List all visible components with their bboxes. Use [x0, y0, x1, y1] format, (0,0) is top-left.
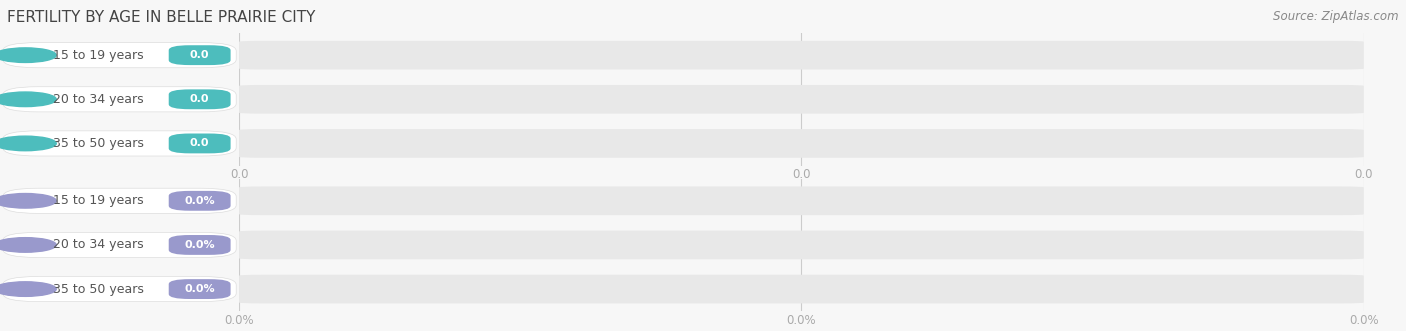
FancyBboxPatch shape — [239, 129, 1364, 158]
Text: FERTILITY BY AGE IN BELLE PRAIRIE CITY: FERTILITY BY AGE IN BELLE PRAIRIE CITY — [7, 10, 315, 25]
FancyBboxPatch shape — [239, 41, 1364, 70]
FancyBboxPatch shape — [239, 186, 1364, 215]
Text: 0.0: 0.0 — [190, 50, 209, 60]
Text: 0.0%: 0.0% — [184, 284, 215, 294]
Text: 20 to 34 years: 20 to 34 years — [53, 93, 143, 106]
FancyBboxPatch shape — [239, 275, 1364, 304]
Text: 35 to 50 years: 35 to 50 years — [53, 137, 145, 150]
Text: 35 to 50 years: 35 to 50 years — [53, 283, 145, 296]
Text: 20 to 34 years: 20 to 34 years — [53, 238, 143, 252]
Text: 0.0%: 0.0% — [184, 196, 215, 206]
Text: 15 to 19 years: 15 to 19 years — [53, 194, 143, 207]
Text: 0.0%: 0.0% — [184, 240, 215, 250]
Text: 15 to 19 years: 15 to 19 years — [53, 49, 143, 62]
Text: 0.0: 0.0 — [190, 94, 209, 104]
FancyBboxPatch shape — [239, 231, 1364, 259]
Text: Source: ZipAtlas.com: Source: ZipAtlas.com — [1274, 10, 1399, 23]
Text: 0.0: 0.0 — [190, 138, 209, 148]
FancyBboxPatch shape — [239, 85, 1364, 114]
